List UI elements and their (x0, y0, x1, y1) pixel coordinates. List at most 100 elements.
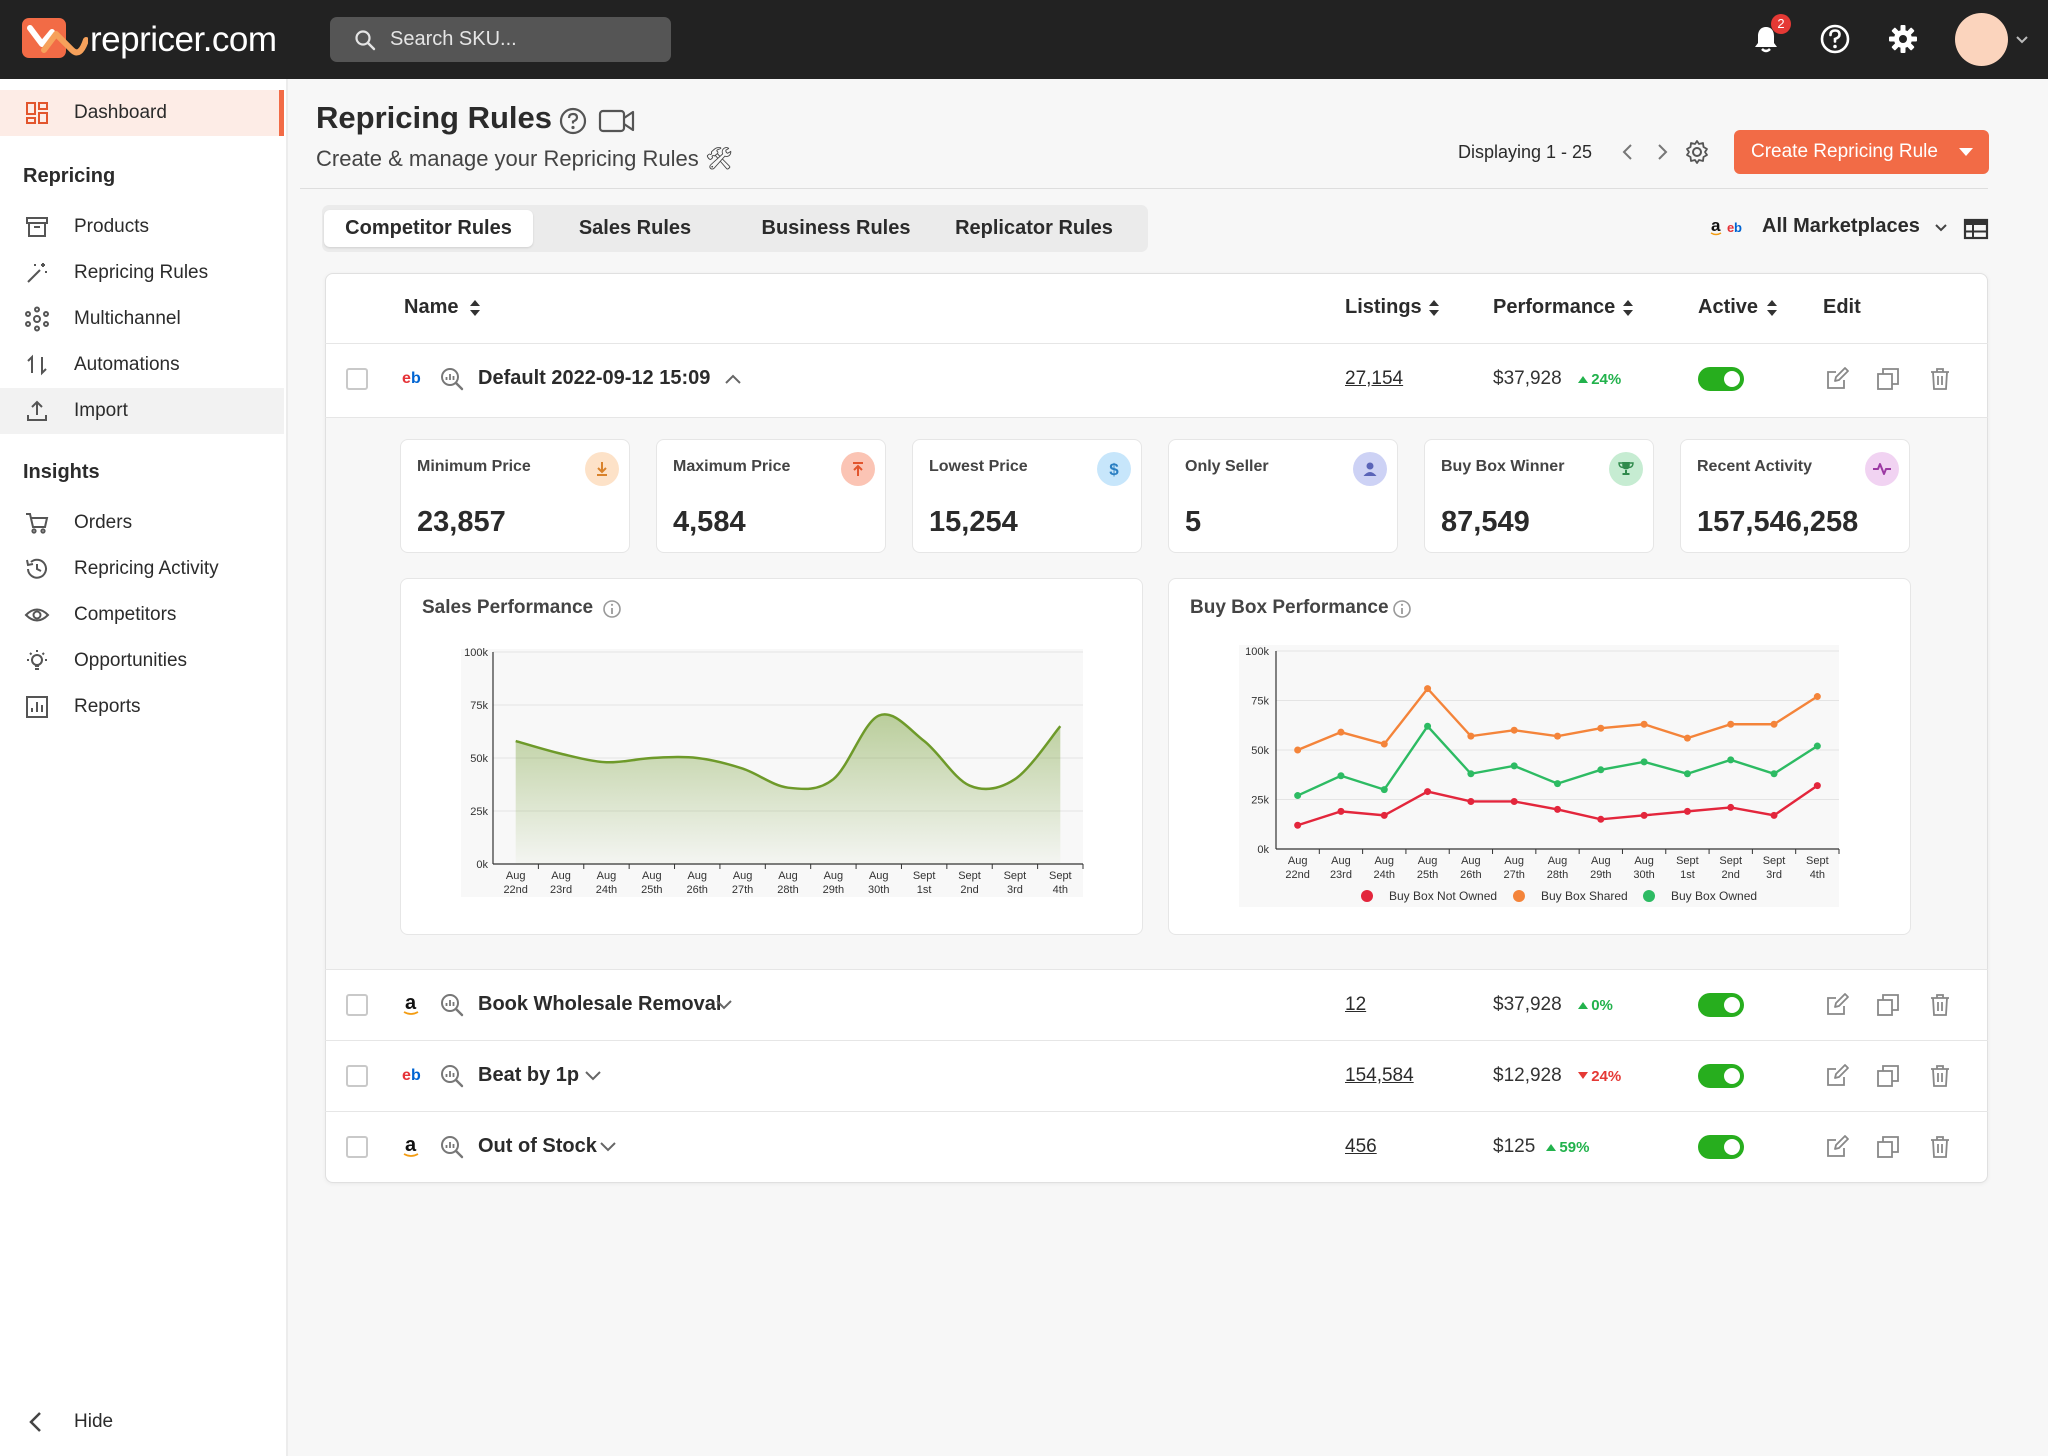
notification-badge: 2 (1771, 14, 1791, 34)
sales-area-fill (515, 714, 1061, 864)
listings-link[interactable]: 154,584 (1345, 1065, 1414, 1086)
tab-replicator-rules[interactable]: Replicator Rules (955, 217, 1113, 239)
column-header-active[interactable]: Active (1698, 296, 1759, 318)
data-point (1467, 797, 1475, 805)
analytics-search-icon[interactable] (439, 1134, 465, 1160)
sort-icon[interactable] (1621, 298, 1635, 318)
trash-icon[interactable] (1927, 1134, 1953, 1160)
chevron-left-icon[interactable] (1618, 140, 1638, 164)
avatar[interactable] (1955, 13, 2008, 66)
y-tick-label: 75k (470, 700, 488, 712)
settings-icon[interactable] (1684, 139, 1710, 165)
stat-value: 23,857 (417, 506, 506, 538)
help-icon[interactable] (1818, 22, 1852, 56)
rule-name[interactable]: Beat by 1p (478, 1064, 580, 1086)
svg-text:e: e (402, 1067, 411, 1084)
listings-link[interactable]: 27,154 (1345, 368, 1404, 389)
help-circle-icon[interactable] (558, 106, 588, 136)
info-icon[interactable] (1391, 598, 1413, 620)
chevron-down-icon[interactable] (2014, 32, 2030, 48)
data-point (1554, 805, 1561, 813)
chart-title: Sales Performance (422, 597, 594, 618)
sidebar-item-multichannel[interactable]: Multichannel (0, 296, 284, 342)
buy-box-performance-chart: 0k 25k 50k 75k 100k Aug 22nd Aug 23rd Aug 24th Aug 2… (1239, 645, 1840, 907)
x-tick-label: Aug 27th (732, 870, 753, 896)
analytics-search-icon[interactable] (439, 1063, 465, 1089)
tab-business-rules[interactable]: Business Rules (761, 217, 911, 239)
active-toggle[interactable] (1698, 1064, 1744, 1088)
info-icon[interactable] (601, 598, 623, 620)
edit-icon[interactable] (1824, 366, 1850, 392)
column-header-listings[interactable]: Listings (1345, 296, 1422, 318)
listings-link[interactable]: 12 (1345, 994, 1367, 1015)
sort-icon[interactable] (468, 298, 482, 318)
duplicate-icon[interactable] (1875, 992, 1901, 1018)
stat-card: Only Seller 5 (1168, 439, 1398, 553)
listings-link[interactable]: 456 (1345, 1136, 1377, 1157)
video-icon[interactable] (598, 108, 636, 134)
trash-icon[interactable] (1927, 366, 1953, 392)
sidebar-section-insights: Insights (23, 461, 100, 483)
logo[interactable]: repricer.com (22, 18, 277, 62)
trash-icon[interactable] (1927, 1063, 1953, 1089)
duplicate-icon[interactable] (1875, 1063, 1901, 1089)
duplicate-icon[interactable] (1875, 366, 1901, 392)
search-input[interactable]: Search SKU... (330, 17, 671, 62)
active-toggle[interactable] (1698, 1135, 1744, 1159)
chevron-down-icon[interactable] (583, 1067, 603, 1085)
table-view-icon[interactable] (1963, 217, 1989, 241)
sort-icon[interactable] (1765, 298, 1779, 318)
chevron-right-icon[interactable] (1652, 140, 1672, 164)
stat-card: Lowest Price 15,254 $ (912, 439, 1142, 553)
trash-icon[interactable] (1927, 992, 1953, 1018)
create-repricing-rule-button[interactable]: Create Repricing Rule (1734, 130, 1989, 174)
sidebar-item-reports[interactable]: Reports (0, 684, 284, 730)
analytics-search-icon[interactable] (439, 366, 465, 392)
x-tick-label: Aug 25th (641, 870, 662, 896)
rule-name[interactable]: Default 2022-09-12 15:09 (478, 367, 711, 389)
sidebar-item-opportunities[interactable]: Opportunities (0, 638, 284, 684)
row-checkbox[interactable] (346, 1065, 368, 1087)
performance-value: $125 (1493, 1136, 1536, 1157)
gear-icon[interactable] (1886, 22, 1920, 56)
sidebar-item-automations[interactable]: Automations (0, 342, 284, 388)
chevron-down-icon[interactable] (714, 996, 734, 1014)
data-point (1640, 720, 1648, 728)
sidebar-item-repricing-activity[interactable]: Repricing Activity (0, 546, 284, 592)
sidebar-item-import[interactable]: Import (0, 388, 284, 434)
analytics-search-icon[interactable] (439, 992, 465, 1018)
sidebar-hide-button[interactable]: Hide (0, 1399, 284, 1445)
x-tick-label: Aug 30th (1633, 855, 1654, 881)
chevron-down-icon[interactable] (598, 1138, 618, 1156)
sidebar-item-dashboard[interactable]: Dashboard (0, 90, 284, 136)
active-toggle[interactable] (1698, 993, 1744, 1017)
sidebar-item-orders[interactable]: Orders (0, 500, 284, 546)
y-tick-label: 75k (1251, 696, 1269, 708)
row-checkbox[interactable] (346, 994, 368, 1016)
row-checkbox[interactable] (346, 1136, 368, 1158)
marketplace-filter[interactable]: All Marketplaces (1762, 215, 1920, 237)
rule-name[interactable]: Book Wholesale Removal (478, 993, 722, 1015)
active-toggle[interactable] (1698, 367, 1744, 391)
sidebar-item-competitors[interactable]: Competitors (0, 592, 284, 638)
edit-icon[interactable] (1824, 1063, 1850, 1089)
edit-icon[interactable] (1824, 992, 1850, 1018)
tab-sales-rules[interactable]: Sales Rules (578, 217, 692, 239)
chevron-up-icon[interactable] (723, 370, 743, 388)
sort-icon[interactable] (1427, 298, 1441, 318)
tab-competitor-rules[interactable]: Competitor Rules (324, 210, 533, 247)
duplicate-icon[interactable] (1875, 1134, 1901, 1160)
row-checkbox[interactable] (346, 368, 368, 390)
svg-text:e: e (1727, 220, 1734, 235)
edit-icon[interactable] (1824, 1134, 1850, 1160)
chevron-down-icon[interactable] (1932, 220, 1950, 236)
sidebar-item-repricing-rules[interactable]: Repricing Rules (0, 250, 284, 296)
y-tick-label: 25k (470, 806, 488, 818)
data-point (1337, 728, 1345, 736)
sidebar-item-products[interactable]: Products (0, 204, 284, 250)
bell-icon[interactable] (1749, 22, 1783, 56)
rule-name[interactable]: Out of Stock (478, 1135, 597, 1157)
x-tick-label: Aug 28th (1547, 855, 1568, 881)
column-header-name[interactable]: Name (404, 296, 459, 318)
column-header-performance[interactable]: Performance (1493, 296, 1616, 318)
